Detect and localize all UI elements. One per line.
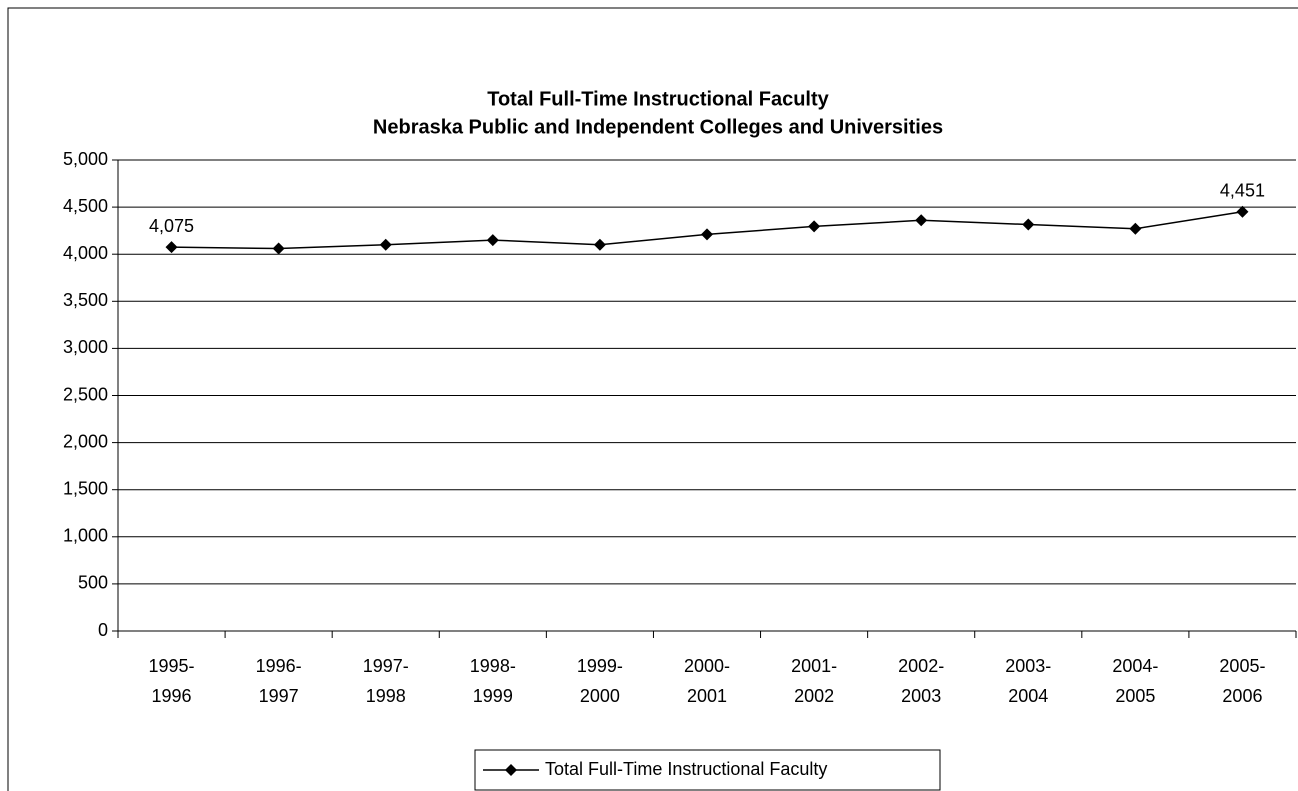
x-tick-label: 2003-2004 [1005,656,1051,706]
y-tick-label: 2,500 [63,384,108,404]
y-tick-label: 4,500 [63,196,108,216]
x-tick-label: 1997-1998 [363,656,409,706]
legend-label: Total Full-Time Instructional Faculty [545,759,827,779]
point-marker [808,220,821,233]
x-tick-label: 2004-2005 [1112,656,1158,706]
x-tick-label: 2001-2002 [791,656,837,706]
point-marker [486,234,499,247]
y-tick-label: 0 [98,620,108,640]
chart-subtitle: Nebraska Public and Independent Colleges… [373,116,943,138]
data-label: 4,451 [1220,180,1265,200]
x-tick-label: 1999-2000 [577,656,623,706]
point-marker [272,242,285,255]
point-marker [165,241,178,254]
x-tick-label: 2000-2001 [684,656,730,706]
y-tick-label: 4,000 [63,243,108,263]
y-tick-label: 3,500 [63,290,108,310]
x-tick-label: 2002-2003 [898,656,944,706]
y-tick-label: 3,000 [63,337,108,357]
x-tick-label: 1998-1999 [470,656,516,706]
point-marker [379,238,392,251]
point-marker [915,214,928,227]
y-tick-label: 2,000 [63,431,108,451]
legend-marker [505,764,517,776]
point-marker [593,238,606,251]
legend-box [474,749,941,791]
y-tick-label: 5,000 [63,149,108,169]
x-tick-label: 1995-1996 [149,656,195,706]
point-marker [1236,205,1249,218]
y-tick-label: 1,500 [63,478,108,498]
chart-frame [7,7,1298,791]
data-label: 4,075 [149,216,194,236]
chart-title: Total Full-Time Instructional Faculty [487,88,829,110]
x-tick-label: 1996-1997 [256,656,302,706]
y-tick-label: 500 [78,573,108,593]
point-marker [701,228,713,241]
point-marker [1022,218,1035,231]
point-marker [1129,222,1142,235]
x-tick-label: 2005-2006 [1219,656,1265,706]
y-tick-label: 1,000 [63,526,108,546]
